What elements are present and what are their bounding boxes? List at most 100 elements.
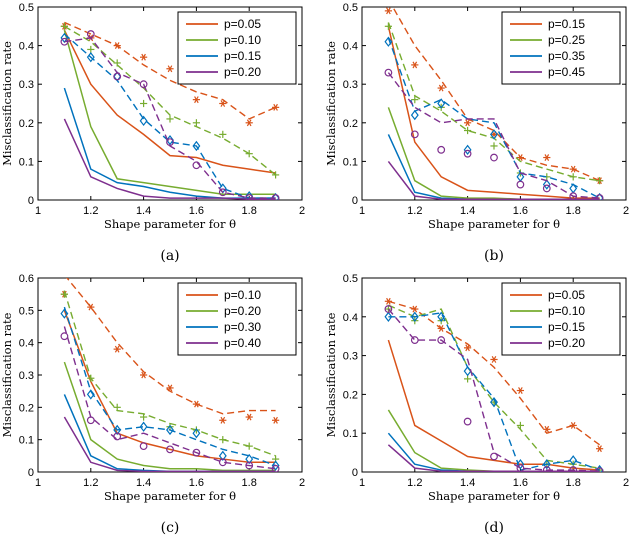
y-tick-label: 0 xyxy=(28,467,34,479)
data-point xyxy=(113,71,122,82)
data-point xyxy=(245,150,253,158)
series-p=0.15 xyxy=(60,32,280,200)
data-point xyxy=(272,171,280,179)
x-tick-label: 1.2 xyxy=(407,477,422,489)
data-point xyxy=(192,428,201,439)
y-tick-label: 0.3 xyxy=(19,79,34,91)
y-tick-label: 0.2 xyxy=(19,402,34,414)
y-axis-label: Misclassification rate xyxy=(324,41,338,166)
data-point xyxy=(60,308,69,319)
legend-label: p=0.40 xyxy=(224,336,261,350)
data-point xyxy=(140,99,148,108)
data-point xyxy=(219,100,227,107)
data-point xyxy=(245,119,253,127)
y-axis-label: Misclassification rate xyxy=(324,312,338,437)
chart-panel-c: 1 1.2 1.4 1.6 1.8 2 0 0.1 0.2 0.3 0.4 0.5 0.6 Shape p… xyxy=(0,273,305,536)
data-point xyxy=(410,109,419,121)
data-point xyxy=(86,389,95,400)
series-dashed-line xyxy=(63,306,276,467)
data-point xyxy=(437,84,445,92)
data-point xyxy=(192,140,201,152)
legend-label: p=0.35 xyxy=(548,49,585,63)
series-dashed-line xyxy=(387,37,600,199)
panel-caption: (a) xyxy=(160,248,179,264)
data-point xyxy=(516,464,525,472)
data-point xyxy=(410,336,419,344)
x-tick-label: 1.4 xyxy=(460,205,475,217)
data-point xyxy=(219,130,227,138)
y-tick-label: 0.4 xyxy=(343,312,358,324)
data-point xyxy=(245,453,254,465)
data-point xyxy=(271,464,280,472)
series-solid-line xyxy=(387,26,600,199)
data-point xyxy=(516,459,525,470)
x-tick-label: 1 xyxy=(359,477,365,489)
data-point xyxy=(166,384,174,392)
legend: p=0.10 p=0.20 p=0.30 p=0.40 xyxy=(177,282,297,356)
data-point xyxy=(219,416,227,424)
chart-panel-d: 1 1.2 1.4 1.6 1.8 2 0 0.1 0.2 0.3 0.4 0.5 Shape para… xyxy=(324,273,629,536)
legend-label: p=0.20 xyxy=(224,65,261,79)
data-point xyxy=(139,421,148,432)
data-point xyxy=(272,416,280,424)
x-tick-label: 1.4 xyxy=(136,477,151,489)
legend-label: p=0.15 xyxy=(548,17,585,31)
series-dashed-line xyxy=(387,308,600,472)
data-point xyxy=(490,142,498,150)
data-point xyxy=(464,126,472,135)
data-point xyxy=(113,72,122,81)
series-dashed-line xyxy=(388,304,600,469)
data-point xyxy=(384,68,393,77)
data-point xyxy=(437,98,446,109)
data-point xyxy=(218,450,227,462)
data-point xyxy=(60,32,69,44)
legend-label: p=0.20 xyxy=(224,304,261,318)
data-point xyxy=(384,311,393,322)
series-p=0.20 xyxy=(60,30,280,200)
data-point xyxy=(569,165,577,173)
y-tick-label: 0.1 xyxy=(19,435,34,447)
series-dashed-line xyxy=(63,33,276,199)
data-point xyxy=(245,413,253,421)
data-point xyxy=(463,149,472,158)
data-point xyxy=(410,311,419,322)
y-tick-label: 0.6 xyxy=(19,273,34,285)
data-point xyxy=(140,413,148,421)
data-point xyxy=(60,290,68,298)
data-point xyxy=(192,400,200,408)
series-solid-line xyxy=(63,29,276,174)
data-point xyxy=(140,53,148,61)
series-p=0.20 xyxy=(384,305,604,472)
data-point xyxy=(192,119,200,127)
data-point xyxy=(411,61,419,69)
data-point xyxy=(437,145,446,154)
data-point xyxy=(245,194,254,200)
data-point xyxy=(166,424,174,436)
x-tick-label: 2 xyxy=(299,477,305,489)
data-point xyxy=(60,22,68,30)
series-dashed-line xyxy=(64,25,277,176)
y-axis-label: Misclassification rate xyxy=(0,312,14,437)
x-tick-label: 1.6 xyxy=(513,205,528,217)
series-layer xyxy=(384,7,604,200)
x-tick-label: 1 xyxy=(35,477,41,489)
series-p=0.40 xyxy=(60,326,280,472)
legend-label: p=0.45 xyxy=(548,65,585,79)
data-point xyxy=(437,311,446,322)
legend-label: p=0.10 xyxy=(224,288,261,302)
series-dashed-line xyxy=(391,7,600,182)
series-solid-line xyxy=(387,160,600,200)
x-tick-label: 1 xyxy=(35,205,41,217)
legend-label: p=0.15 xyxy=(224,49,261,63)
data-point xyxy=(542,466,551,472)
y-tick-label: 0.3 xyxy=(343,79,358,91)
y-tick-label: 0.1 xyxy=(343,428,358,440)
data-point xyxy=(384,7,392,15)
legend-label: p=0.10 xyxy=(548,304,585,318)
x-tick-label: 1.8 xyxy=(566,205,581,217)
y-tick-label: 0.4 xyxy=(19,338,34,350)
y-tick-label: 0 xyxy=(28,195,34,207)
data-point xyxy=(166,65,174,73)
x-tick-label: 2 xyxy=(623,477,629,489)
data-point xyxy=(437,325,445,332)
